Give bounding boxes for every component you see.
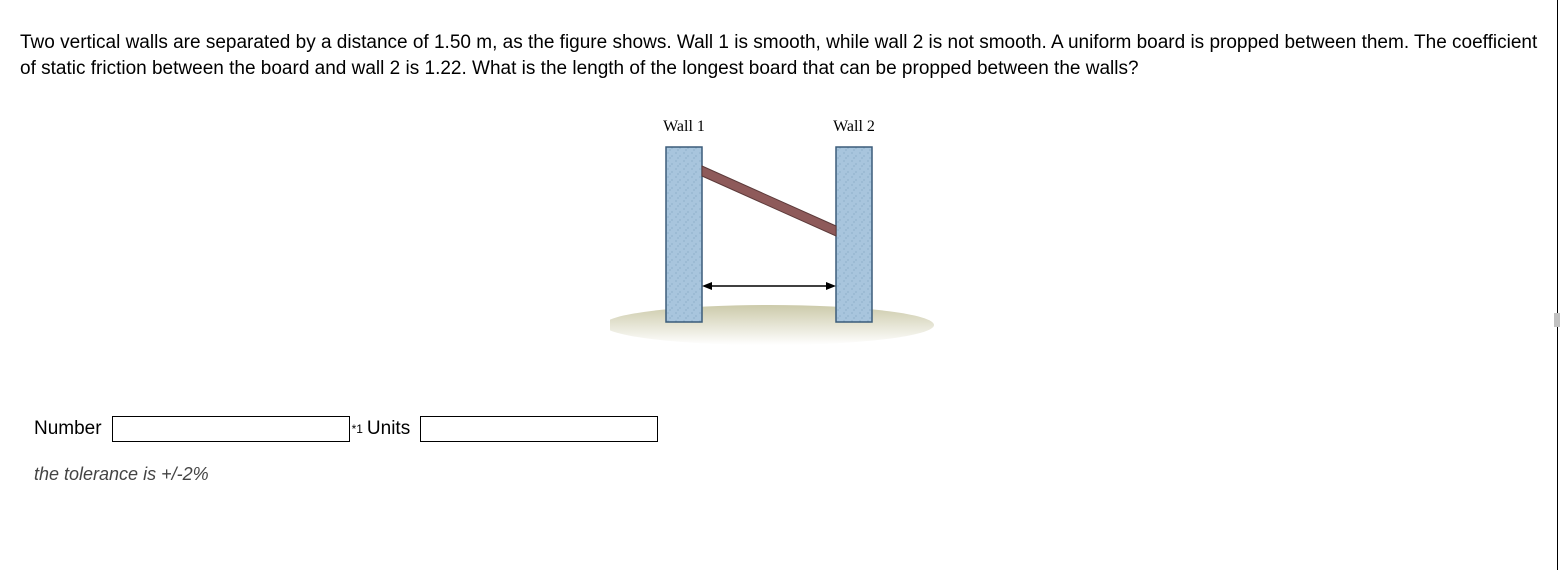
- arrow-right-icon: [826, 282, 836, 290]
- wall-2: [836, 147, 872, 322]
- tolerance-text: the tolerance is +/-2%: [34, 464, 1540, 485]
- wall-2-label: Wall 2: [833, 118, 875, 135]
- figure-svg: Wall 1 Wall 2: [610, 111, 950, 371]
- figure-container: Wall 1 Wall 2: [20, 111, 1540, 376]
- wall-1-label: Wall 1: [663, 118, 705, 135]
- number-input[interactable]: [112, 416, 350, 442]
- answer-row: Number *1 Units: [34, 416, 1540, 442]
- ground: [610, 305, 934, 345]
- content-wrapper: Two vertical walls are separated by a di…: [0, 0, 1560, 485]
- wall-1: [666, 147, 702, 322]
- board: [702, 166, 836, 236]
- content-border: [1557, 0, 1558, 570]
- units-input[interactable]: [420, 416, 658, 442]
- number-label: Number: [34, 418, 102, 440]
- problem-text: Two vertical walls are separated by a di…: [20, 30, 1540, 81]
- units-label: Units: [367, 418, 410, 440]
- asterisk-note: *1: [352, 422, 363, 436]
- arrow-left-icon: [702, 282, 712, 290]
- scrollbar-thumb[interactable]: [1554, 313, 1560, 327]
